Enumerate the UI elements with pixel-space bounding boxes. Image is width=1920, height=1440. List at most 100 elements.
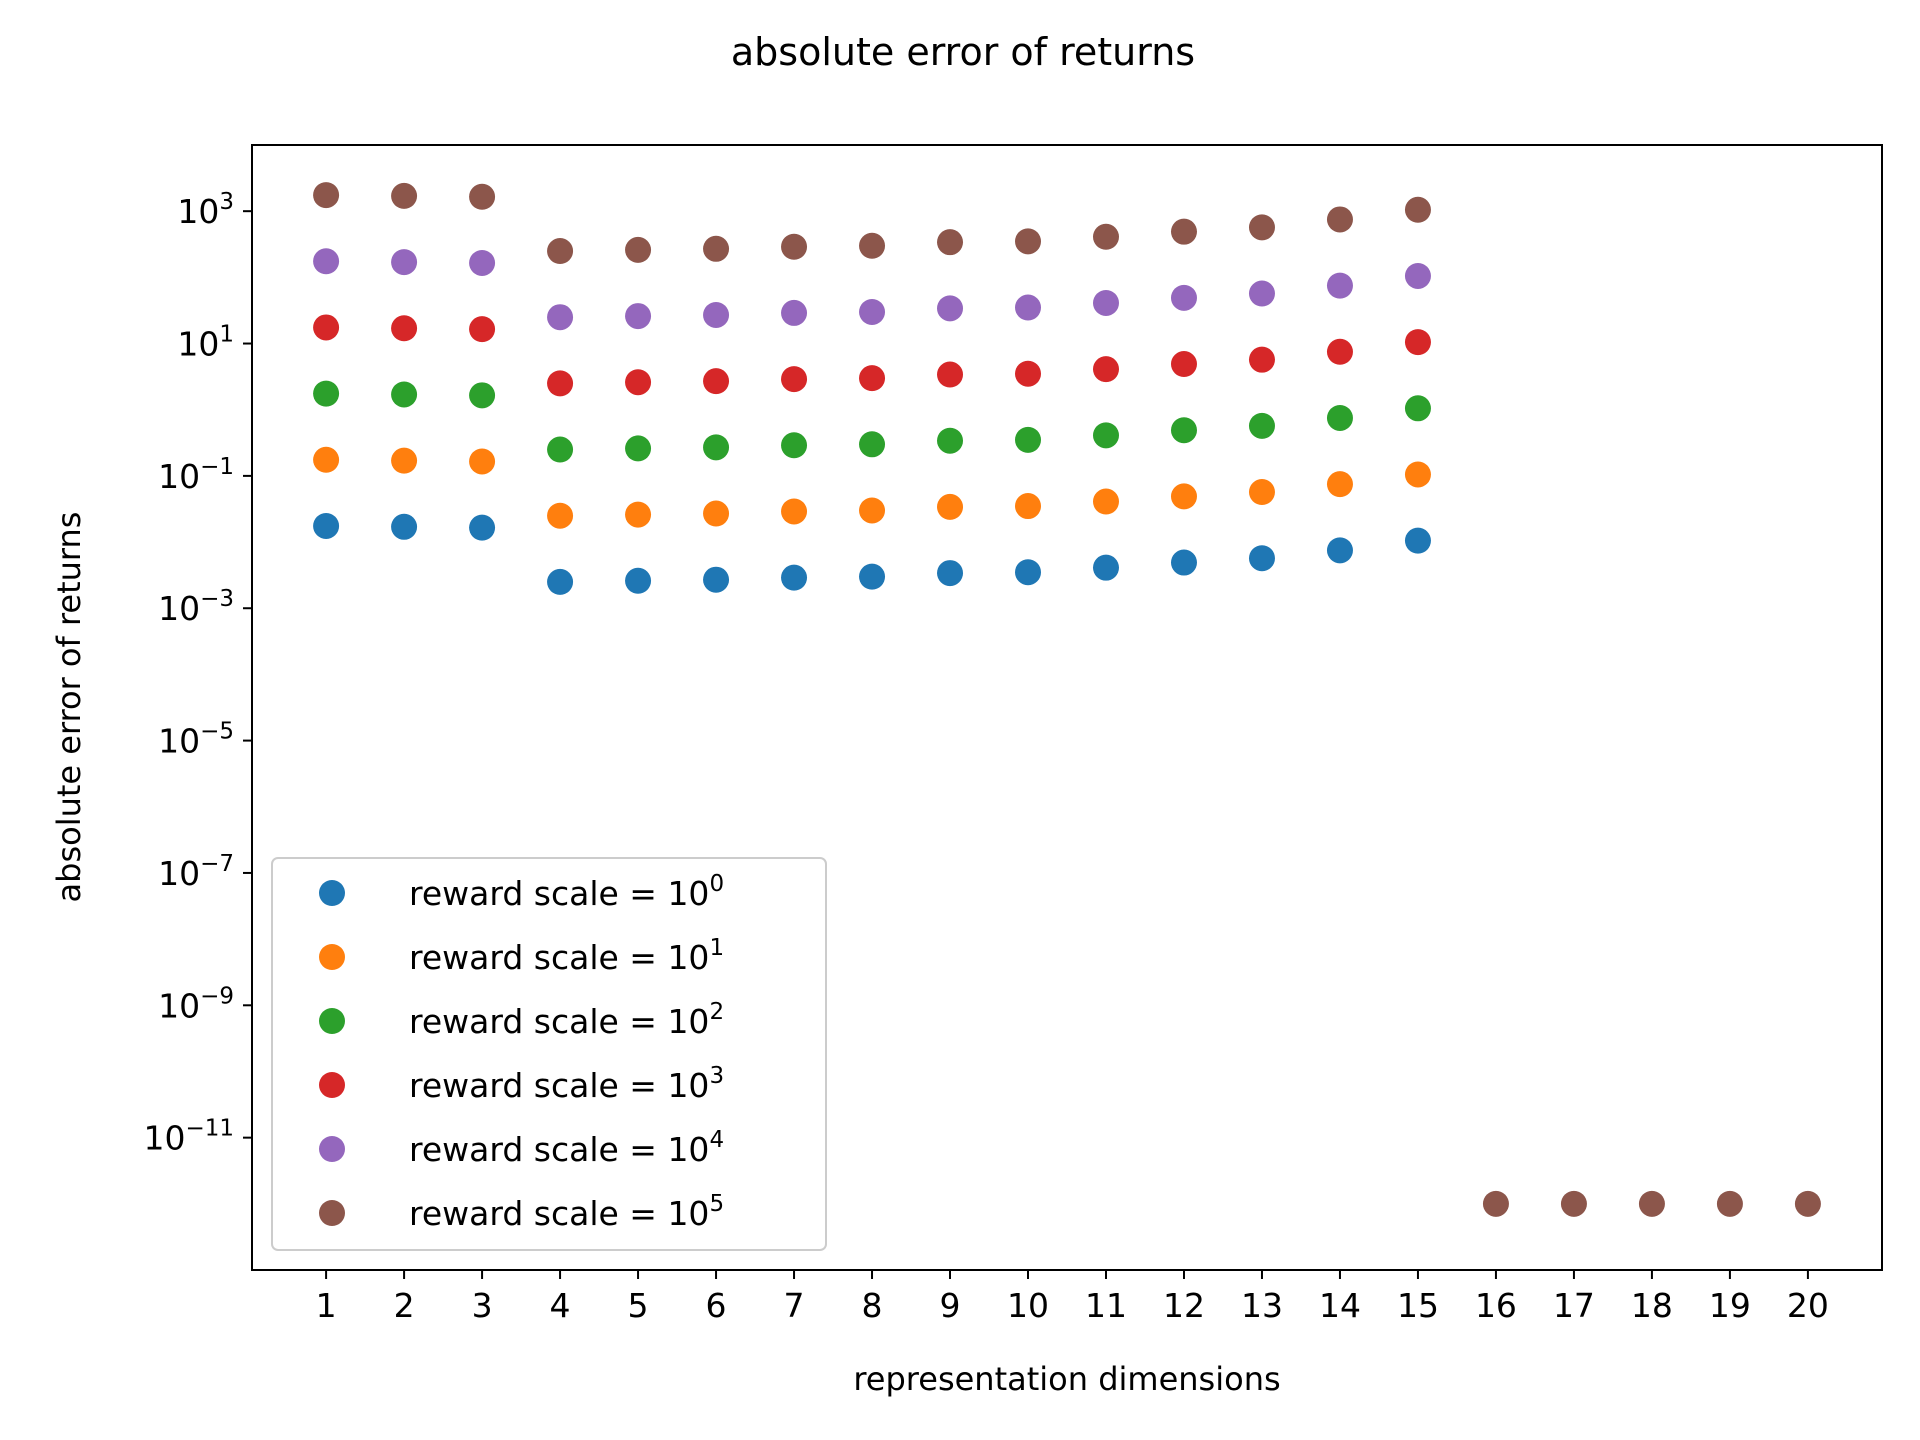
data-point xyxy=(859,563,886,590)
data-point xyxy=(781,498,808,525)
x-tick-label: 10 xyxy=(1007,1286,1049,1325)
chart-title: absolute error of returns xyxy=(731,30,1195,74)
y-tick-base: 10 xyxy=(158,589,200,628)
legend-marker xyxy=(319,1072,345,1098)
data-point xyxy=(625,567,652,594)
data-point xyxy=(703,500,730,527)
y-axis-label: absolute error of returns xyxy=(50,512,88,903)
legend-entry-label: reward scale = 102 xyxy=(409,999,724,1041)
data-point xyxy=(1794,1190,1821,1217)
legend-entry-label: reward scale = 105 xyxy=(409,1191,724,1233)
data-point xyxy=(937,560,964,587)
x-tick-label: 13 xyxy=(1241,1286,1283,1325)
data-point xyxy=(1248,479,1275,506)
x-axis-label: representation dimensions xyxy=(853,1360,1280,1398)
x-tick-label: 20 xyxy=(1787,1286,1829,1325)
y-tick-exponent: −9 xyxy=(200,983,234,1009)
data-point xyxy=(859,298,886,325)
data-point xyxy=(1015,294,1042,321)
data-point xyxy=(703,235,730,262)
legend-marker xyxy=(319,1200,345,1226)
data-point xyxy=(547,370,574,397)
data-point xyxy=(1326,537,1353,564)
data-point xyxy=(391,249,418,276)
y-tick-label: 10−11 xyxy=(143,1116,234,1158)
data-point xyxy=(703,368,730,395)
data-point xyxy=(1404,329,1431,356)
data-point xyxy=(859,232,886,259)
data-point xyxy=(781,564,808,591)
legend-marker xyxy=(319,880,345,906)
data-point xyxy=(1015,493,1042,520)
x-tick-label: 5 xyxy=(628,1286,649,1325)
y-tick-exponent: −7 xyxy=(200,851,234,877)
x-tick-label: 15 xyxy=(1397,1286,1439,1325)
legend-entry-exponent: 0 xyxy=(709,871,724,897)
y-tick-exponent: −5 xyxy=(200,719,234,745)
data-point xyxy=(1404,196,1431,223)
data-point xyxy=(781,432,808,459)
legend-entry-text: reward scale = 10 xyxy=(409,1130,709,1169)
legend-frame xyxy=(271,857,827,1251)
data-point xyxy=(313,446,340,473)
data-point xyxy=(1326,206,1353,233)
data-point xyxy=(781,233,808,260)
legend-marker xyxy=(319,944,345,970)
y-tick-base: 10 xyxy=(158,854,200,893)
y-tick-label: 10−9 xyxy=(158,983,234,1025)
data-point xyxy=(391,315,418,342)
y-tick-label: 10−1 xyxy=(158,454,234,496)
data-point xyxy=(1092,422,1119,449)
legend-entry-text: reward scale = 10 xyxy=(409,874,709,913)
data-point xyxy=(547,568,574,595)
data-point xyxy=(781,299,808,326)
data-point xyxy=(1092,223,1119,250)
legend-entry-label: reward scale = 103 xyxy=(409,1063,724,1105)
data-point xyxy=(937,295,964,322)
data-point xyxy=(1170,417,1197,444)
data-point xyxy=(1482,1190,1509,1217)
data-point xyxy=(469,382,496,409)
data-point xyxy=(1326,338,1353,365)
x-axis: 1 2 3 4 5 6 7 8 9 10 11 12 13 14 15 16 17 18 19 20 xyxy=(316,1270,1829,1325)
data-point xyxy=(547,436,574,463)
legend-entry-label: reward scale = 104 xyxy=(409,1127,724,1169)
data-point xyxy=(1170,351,1197,378)
data-point xyxy=(1326,404,1353,431)
legend-entry-exponent: 1 xyxy=(709,935,724,961)
data-point xyxy=(391,182,418,209)
legend-entry-text: reward scale = 10 xyxy=(409,1066,709,1105)
data-point xyxy=(547,238,574,265)
data-point xyxy=(937,427,964,454)
legend-entry-exponent: 3 xyxy=(709,1063,724,1089)
data-point xyxy=(1404,262,1431,289)
legend-marker xyxy=(319,1136,345,1162)
data-point xyxy=(469,249,496,276)
data-point xyxy=(1170,483,1197,510)
y-tick-label: 10−7 xyxy=(158,851,234,893)
data-point xyxy=(937,493,964,520)
data-point xyxy=(1092,289,1119,316)
x-tick-label: 9 xyxy=(940,1286,961,1325)
data-point xyxy=(469,514,496,541)
y-tick-exponent: −1 xyxy=(200,454,234,480)
data-point xyxy=(1170,284,1197,311)
legend-entry-exponent: 2 xyxy=(709,999,724,1025)
y-tick-exponent: 3 xyxy=(219,189,234,215)
y-tick-base: 10 xyxy=(158,986,200,1025)
data-point xyxy=(391,513,418,540)
data-point xyxy=(1404,461,1431,488)
x-tick-label: 4 xyxy=(550,1286,571,1325)
data-point xyxy=(1248,214,1275,241)
data-point xyxy=(937,361,964,388)
x-tick-label: 3 xyxy=(472,1286,493,1325)
x-tick-label: 12 xyxy=(1163,1286,1205,1325)
plot-frame xyxy=(251,144,1883,1271)
data-point xyxy=(1560,1190,1587,1217)
data-point xyxy=(1248,346,1275,373)
data-point xyxy=(625,501,652,528)
x-tick-label: 8 xyxy=(862,1286,883,1325)
y-tick-exponent: −3 xyxy=(200,586,234,612)
